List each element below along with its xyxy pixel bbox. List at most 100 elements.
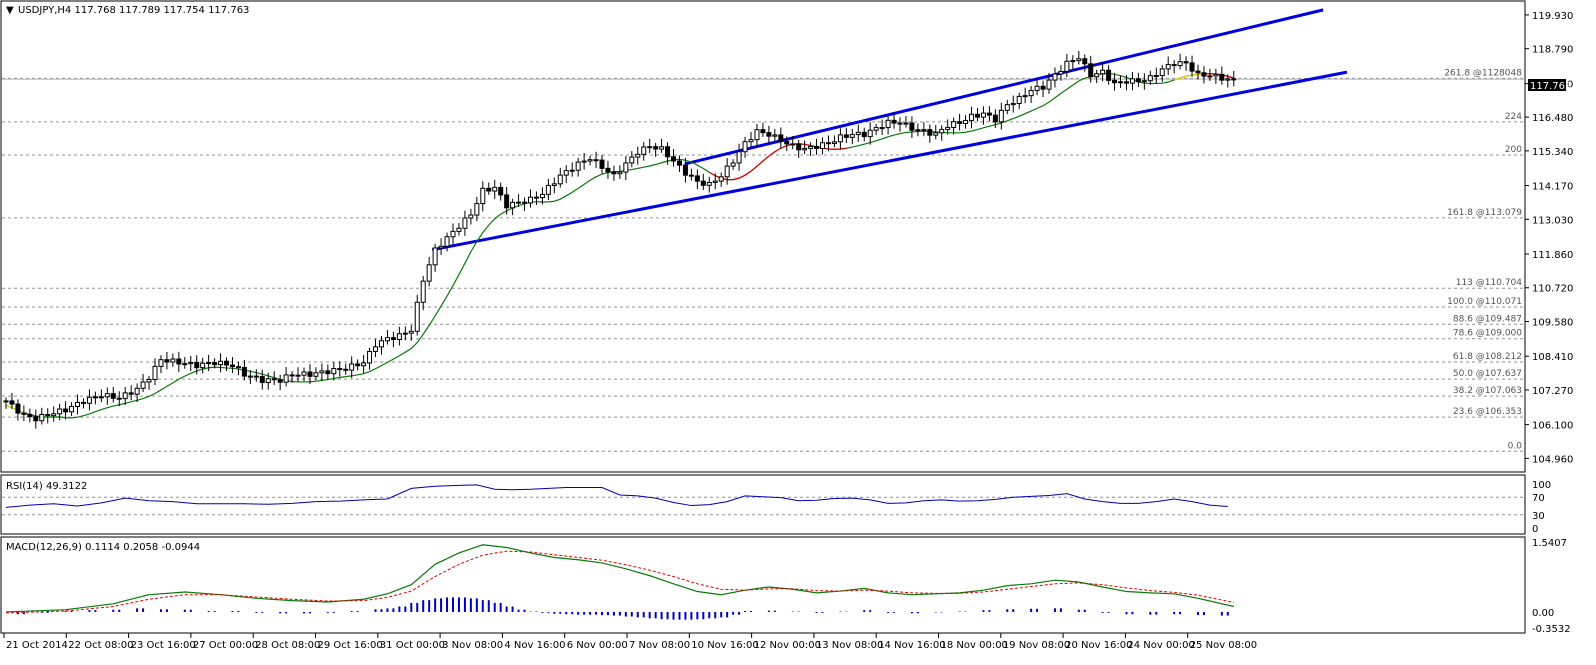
candle-body	[790, 143, 796, 146]
candle-body	[623, 162, 629, 173]
price-tick-label: 119.930	[1532, 11, 1573, 22]
candle-body	[617, 171, 623, 175]
candle-body	[373, 346, 379, 352]
candle-body	[986, 112, 992, 116]
candle-body	[27, 413, 33, 418]
candle-body	[69, 405, 75, 413]
candle-body	[629, 156, 635, 164]
candle-body	[748, 139, 754, 143]
candle-body	[814, 145, 820, 149]
rsi-tick-label: 70	[1532, 493, 1545, 504]
candle-body	[927, 129, 933, 136]
candle-body	[33, 416, 39, 422]
fib-level-label: 23.6 @106.353	[1453, 407, 1522, 417]
time-tick-label: 4 Nov 16:00	[504, 640, 565, 651]
candle-body	[820, 142, 826, 149]
candle-body	[1022, 95, 1028, 98]
candle-body	[432, 247, 438, 266]
candle-body	[587, 159, 593, 162]
rsi-panel[interactable]	[0, 474, 1526, 535]
macd-panel[interactable]	[0, 536, 1526, 634]
candle-body	[1177, 61, 1183, 67]
candle-body	[665, 146, 671, 158]
candle-body	[1123, 81, 1129, 84]
rsi-tick-label: 0	[1532, 524, 1538, 535]
candle-body	[182, 363, 188, 366]
fib-level-label: 78.6 @109.000	[1453, 329, 1522, 339]
candle-body	[843, 134, 849, 138]
candle-body	[1016, 95, 1022, 105]
candle-body	[796, 143, 802, 151]
candle-body	[909, 122, 915, 131]
candle-body	[313, 372, 319, 377]
candle-body	[837, 134, 843, 143]
candle-body	[1010, 103, 1016, 106]
candle-body	[1040, 85, 1046, 90]
candle-body	[700, 180, 706, 186]
channel-lower-line[interactable]	[431, 70, 1348, 252]
fib-level-label: 50.0 @107.637	[1453, 369, 1522, 379]
candle-body	[1094, 73, 1100, 78]
candle-body	[766, 132, 772, 137]
candle-body	[504, 194, 510, 209]
candle-body	[241, 366, 247, 377]
fib-level-label: 224	[1505, 112, 1522, 122]
candle-body	[104, 393, 110, 398]
candle-body	[921, 129, 927, 132]
candle-body	[1082, 58, 1088, 65]
candle-body	[569, 169, 575, 172]
candle-body	[378, 340, 384, 348]
candle-body	[939, 128, 945, 134]
candle-body	[1195, 70, 1201, 74]
macd-line	[5, 544, 1234, 613]
candle-body	[402, 332, 408, 335]
fib-level-label: 261.8 @1128048	[1444, 68, 1522, 78]
candle-body	[1147, 75, 1153, 82]
candle-body	[408, 330, 414, 334]
time-tick-label: 20 Nov 16:00	[1065, 640, 1132, 651]
candle-body	[337, 368, 343, 371]
candle-body	[647, 146, 653, 149]
candle-body	[390, 337, 396, 340]
candle-body	[1183, 61, 1189, 64]
candle-body	[9, 400, 15, 405]
candle-body	[522, 201, 528, 204]
time-tick-label: 22 Oct 08:00	[68, 640, 133, 651]
time-tick-label: 28 Oct 08:00	[255, 640, 320, 651]
candle-body	[486, 187, 492, 192]
candle-body	[933, 132, 939, 136]
candle-body	[808, 145, 814, 149]
candle-body	[152, 365, 158, 381]
candle-body	[444, 236, 450, 247]
candle-body	[754, 129, 760, 141]
channel-upper-line[interactable]	[684, 8, 1324, 166]
rsi-indicator: 100 70 30 0	[2, 480, 1551, 535]
candle-body	[319, 370, 325, 374]
candle-body	[468, 214, 474, 219]
channel-lines[interactable]	[431, 8, 1348, 252]
price-tick-label: 106.100	[1532, 421, 1573, 432]
candle-body	[951, 121, 957, 128]
time-tick-label: 3 Nov 08:00	[442, 640, 503, 651]
fib-level-label: 113 @110.704	[1456, 278, 1523, 288]
candle-body	[671, 156, 677, 162]
candle-body	[825, 142, 831, 145]
fib-level-label: 0.0	[1508, 441, 1523, 451]
candle-body	[915, 129, 921, 132]
candle-body	[307, 371, 313, 377]
price-panel[interactable]	[0, 0, 1526, 473]
candle-body	[802, 147, 808, 151]
candle-body	[730, 162, 736, 167]
time-tick-label: 23 Oct 16:00	[131, 640, 196, 651]
candle-body	[480, 187, 486, 205]
candle-body	[212, 362, 218, 366]
candle-body	[1141, 80, 1147, 83]
time-tick-label: 7 Nov 08:00	[629, 640, 690, 651]
time-tick-label: 12 Nov 00:00	[754, 640, 821, 651]
candle-body	[641, 146, 647, 155]
fib-level-label: 161.8 @113.079	[1447, 208, 1522, 218]
chart-menu-icon[interactable]: ▼	[6, 5, 14, 16]
candle-body	[778, 134, 784, 142]
